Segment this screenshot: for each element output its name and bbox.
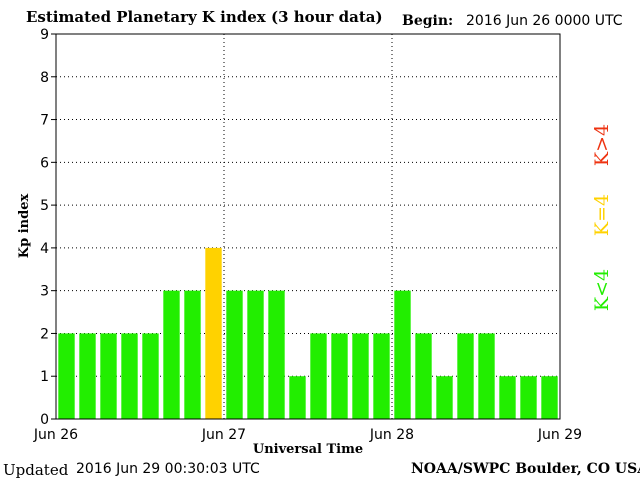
kp-bar — [394, 290, 411, 419]
kp-bar — [373, 333, 390, 419]
plot-frame — [55, 33, 561, 420]
y-tick-label: 0 — [40, 412, 49, 428]
begin-label: Begin: — [402, 13, 454, 29]
y-tick-label: 9 — [40, 27, 49, 43]
kp-bar — [226, 290, 243, 419]
x-tick-label: Jun 27 — [201, 427, 246, 443]
legend: K<4 K=4 K>4 — [591, 124, 613, 311]
y-tick-label: 3 — [40, 284, 49, 300]
kp-bar — [436, 376, 453, 419]
kp-bar — [79, 333, 96, 419]
kp-bar — [310, 333, 327, 419]
chart-title: Estimated Planetary K index (3 hour data… — [26, 8, 383, 26]
updated-label: Updated — [3, 461, 69, 479]
y-tick-label: 4 — [40, 241, 49, 257]
y-tick-label: 7 — [40, 113, 49, 129]
y-tick-label: 6 — [40, 155, 49, 171]
kp-bar — [184, 290, 201, 419]
x-ticks: Jun 26 Jun 27 Jun 28 Jun 29 — [33, 427, 582, 443]
x-axis-label: Universal Time — [253, 442, 363, 457]
kp-bar — [58, 333, 75, 419]
grid-lines — [56, 34, 560, 419]
kp-bar — [247, 290, 264, 419]
legend-item: K>4 — [591, 124, 613, 166]
legend-item: K=4 — [591, 194, 613, 236]
kp-bar — [541, 376, 558, 419]
kp-bar — [499, 376, 516, 419]
x-tick-label: Jun 29 — [537, 427, 582, 443]
kp-bar — [289, 376, 306, 419]
kp-bar — [331, 333, 348, 419]
y-axis-label: Kp index — [17, 194, 32, 259]
kp-bar — [478, 333, 495, 419]
y-ticks: 0 1 2 3 4 5 6 7 8 9 — [40, 27, 56, 428]
kp-bar — [142, 333, 159, 419]
legend-item: K<4 — [591, 269, 613, 311]
updated-value: 2016 Jun 29 00:30:03 UTC — [76, 461, 260, 477]
y-tick-label: 8 — [40, 70, 49, 86]
kp-bar — [520, 376, 537, 419]
y-tick-label: 2 — [40, 326, 49, 342]
kp-bar — [268, 290, 285, 419]
bars — [58, 247, 558, 419]
y-tick-label: 1 — [40, 369, 49, 385]
credit-text: NOAA/SWPC Boulder, CO USA — [411, 461, 640, 477]
kp-bar — [415, 333, 432, 419]
kp-bar — [205, 247, 222, 419]
kp-bar — [100, 333, 117, 419]
kp-bar — [163, 290, 180, 419]
kp-bar — [121, 333, 138, 419]
x-tick-label: Jun 28 — [369, 427, 414, 443]
x-tick-label: Jun 26 — [33, 427, 78, 443]
kp-bar — [457, 333, 474, 419]
begin-value: 2016 Jun 26 0000 UTC — [466, 13, 623, 29]
kp-bar — [352, 333, 369, 419]
y-tick-label: 5 — [40, 198, 49, 214]
